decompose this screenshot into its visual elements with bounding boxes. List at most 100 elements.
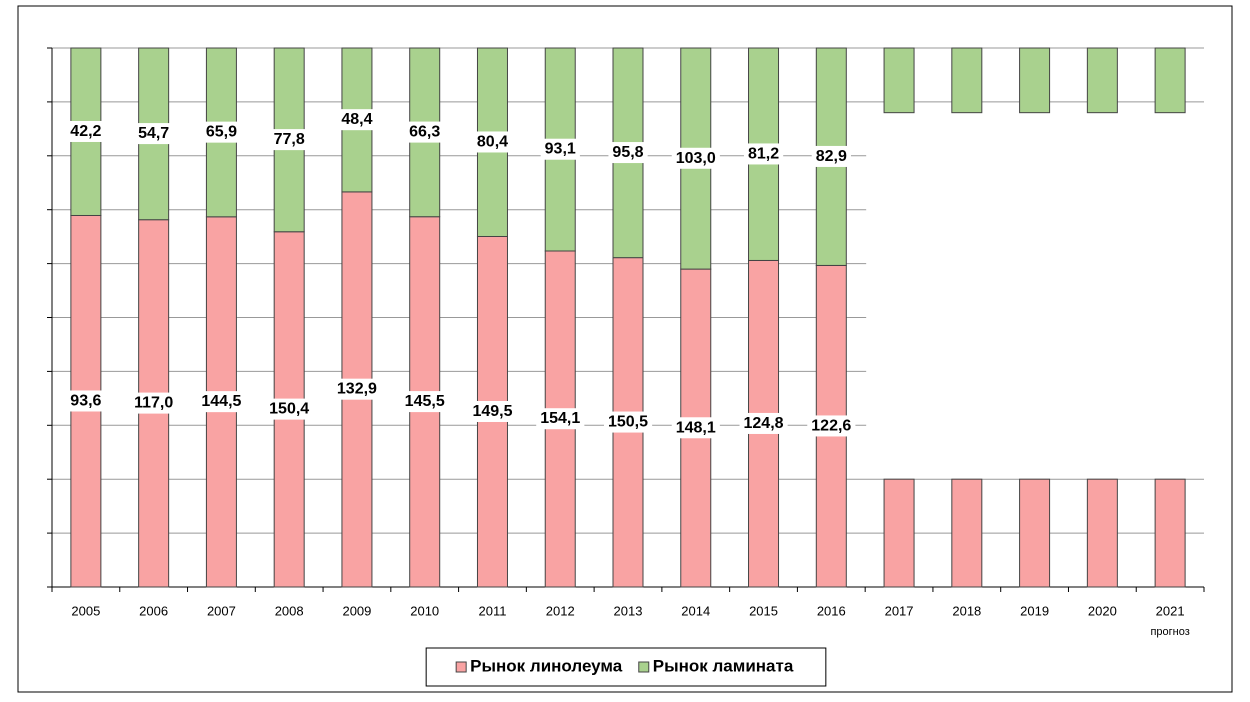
value-label-group: 145,5: [400, 391, 449, 413]
x-tick-label: 2019: [1020, 603, 1049, 618]
value-label-group: 77,8: [269, 129, 309, 151]
value-label-bg: [603, 411, 653, 433]
value-label-bg: [332, 378, 382, 400]
value-label-group: 42,2: [66, 120, 106, 142]
value-label-group: 117,0: [130, 392, 178, 414]
legend-label: Рынок линолеума: [470, 656, 623, 675]
hidden-bar: [1019, 47, 1051, 114]
value-label-bg: [743, 143, 784, 165]
value-label-group: 122,6: [807, 415, 856, 437]
value-label: 42,2: [70, 123, 101, 140]
value-label-group: 54,7: [134, 123, 174, 145]
value-label: 80,4: [477, 133, 508, 150]
value-label-bg: [265, 398, 314, 420]
x-tick-label: 2008: [275, 603, 304, 618]
value-label-bg: [130, 392, 178, 414]
value-label: 132,9: [337, 381, 377, 398]
hidden-bar: [1086, 478, 1118, 588]
x-tick-label: 2018: [952, 603, 981, 618]
legend-box: [425, 647, 827, 687]
value-label: 93,1: [545, 141, 576, 158]
value-label: 77,8: [274, 131, 305, 148]
value-label-group: 48,4: [337, 109, 377, 131]
value-label-group: 82,9: [811, 145, 851, 167]
legend: Рынок линолеума Рынок ламината: [425, 647, 827, 687]
x-tick-label: 2017: [885, 603, 914, 618]
x-tick-label: 2016: [817, 603, 846, 618]
value-label-bg: [269, 129, 309, 151]
value-label-group: 124,8: [739, 412, 788, 434]
hidden-bar: [1154, 47, 1186, 114]
x-tick-label: 2020: [1088, 603, 1117, 618]
value-label-group: 65,9: [201, 121, 242, 143]
value-label-group: 132,9: [332, 378, 382, 400]
value-label-bg: [337, 109, 377, 131]
x-tick-label: 2015: [749, 603, 778, 618]
value-label: 150,4: [269, 401, 309, 418]
x-tick-label: 2006: [139, 603, 168, 618]
value-label-group: 150,4: [265, 398, 314, 420]
value-label-group: 95,8: [608, 142, 648, 164]
value-label-group: 144,5: [197, 391, 246, 413]
value-label: 145,5: [405, 393, 445, 410]
value-label-group: 150,5: [603, 411, 653, 433]
value-label-bg: [400, 391, 449, 413]
legend-label: Рынок ламината: [653, 656, 794, 675]
value-label-group: 93,6: [66, 390, 106, 412]
value-label: 154,1: [540, 410, 580, 427]
value-label: 148,1: [676, 419, 716, 436]
hidden-bar: [1019, 478, 1051, 588]
value-label-group: 93,1: [540, 138, 580, 160]
value-label-bg: [739, 412, 788, 434]
value-label: 93,6: [70, 392, 101, 409]
blank-box: [866, 113, 1204, 479]
value-label: 81,2: [748, 145, 779, 162]
value-label-bg: [807, 415, 856, 437]
value-label: 122,6: [811, 417, 851, 434]
value-label: 149,5: [472, 403, 512, 420]
x-tick-label: 2010: [410, 603, 439, 618]
hidden-bar: [883, 47, 915, 114]
value-label-bg: [66, 390, 106, 412]
hidden-bar: [951, 47, 983, 114]
hidden-bar: [1086, 47, 1118, 114]
value-label: 150,5: [608, 414, 648, 431]
hidden-bar: [883, 478, 915, 588]
x-tick-label: 2013: [614, 603, 643, 618]
value-label-bg: [134, 123, 174, 145]
legend-swatch: [455, 661, 467, 673]
value-label-bg: [66, 120, 106, 142]
x-tick-label: 2014: [681, 603, 710, 618]
value-label-bg: [197, 391, 246, 413]
value-label-bg: [468, 400, 517, 422]
hidden-bar: [1154, 478, 1186, 588]
value-label: 95,8: [612, 144, 643, 161]
value-label-group: 103,0: [671, 147, 720, 169]
value-label-group: 81,2: [743, 143, 784, 165]
hidden-bar: [951, 478, 983, 588]
forecast-note: прогноз: [1150, 626, 1189, 638]
value-label: 48,4: [341, 111, 372, 128]
legend-swatch: [638, 661, 650, 673]
value-label: 65,9: [206, 124, 237, 141]
value-label-group: 148,1: [671, 417, 720, 439]
x-tick-label: 2011: [478, 603, 506, 618]
value-label-bg: [201, 121, 242, 143]
value-label: 82,9: [816, 148, 847, 165]
value-label: 117,0: [134, 395, 173, 412]
value-label: 124,8: [744, 415, 784, 432]
value-label-group: 66,3: [405, 121, 445, 143]
value-label-bg: [811, 145, 851, 167]
value-label-group: 80,4: [472, 131, 513, 153]
value-label: 103,0: [676, 150, 716, 167]
value-label-bg: [405, 121, 445, 143]
value-label-group: 154,1: [536, 408, 585, 430]
value-label-group: 149,5: [468, 400, 517, 422]
x-tick-label: 2005: [71, 603, 100, 618]
value-label-bg: [536, 408, 585, 430]
value-label: 144,5: [201, 393, 241, 410]
x-tick-label: 2021: [1156, 603, 1185, 618]
value-label-bg: [608, 142, 648, 164]
value-label-bg: [472, 131, 513, 153]
